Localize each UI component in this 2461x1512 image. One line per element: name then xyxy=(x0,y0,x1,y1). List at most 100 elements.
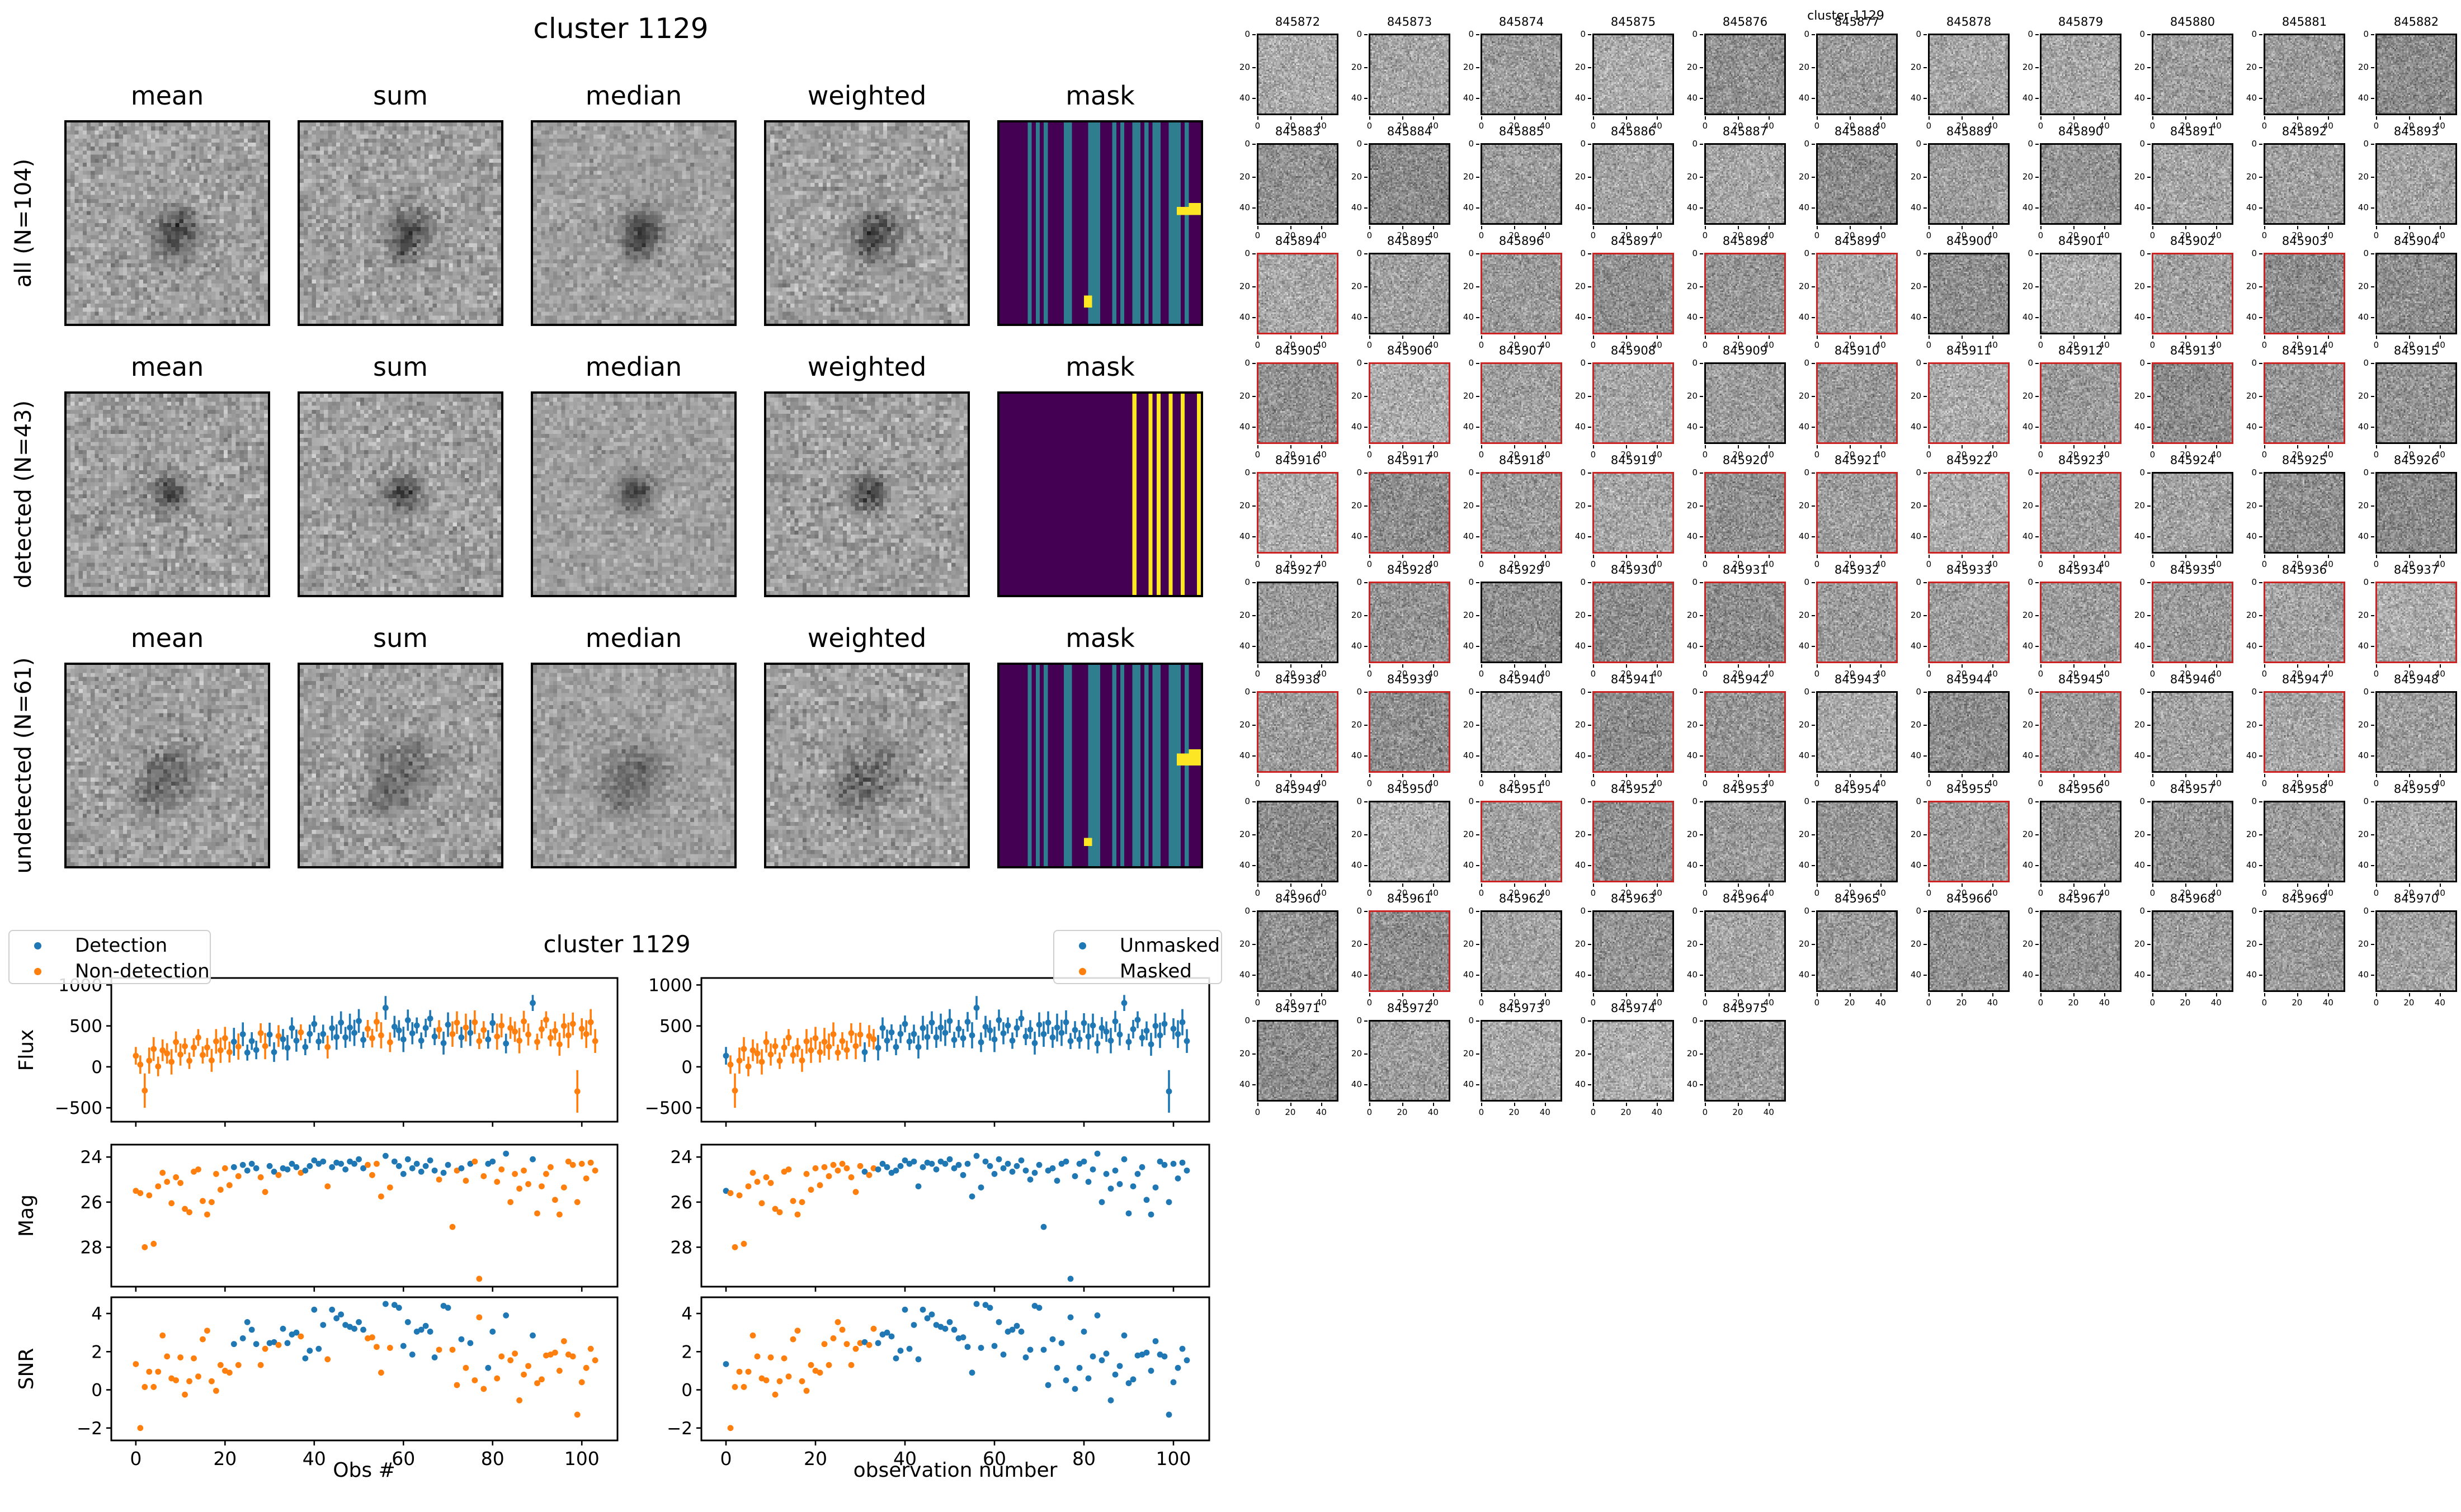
thumbnail-y-tick: 40 xyxy=(1574,1079,1586,1090)
thumbnail-y-tick-mark xyxy=(2035,646,2039,648)
noise-stamp-image xyxy=(300,122,501,324)
thumbnail-y-tick-mark xyxy=(2371,865,2374,867)
noise-stamp-image xyxy=(2042,474,2120,552)
stamp-image-frame xyxy=(298,120,503,326)
thumbnail-y-tick: 40 xyxy=(2358,860,2369,871)
thumbnail-y-tick: 0 xyxy=(2363,577,2369,588)
thumbnail-y-tick: 40 xyxy=(2022,641,2033,651)
thumbnail-x-tick-mark xyxy=(1593,445,1595,448)
thumbnail-x-tick-mark xyxy=(2152,883,2154,887)
thumbnail-y-tick-mark xyxy=(2035,755,2039,757)
thumbnail-x-tick: 40 xyxy=(1651,1107,1662,1117)
thumbnail-image-frame xyxy=(1369,801,1450,882)
thumbnail-y-tick-mark xyxy=(2035,207,2039,209)
thumbnail-label: 845898 xyxy=(1722,234,1768,248)
noise-stamp-image xyxy=(2153,583,2232,662)
thumbnail-image-frame xyxy=(1369,143,1450,225)
thumbnail-y-tick-mark xyxy=(1812,67,1815,68)
thumbnail-y-tick: 0 xyxy=(1916,796,1921,807)
detection-marker-icon xyxy=(34,942,41,949)
thumbnail-x-tick-mark xyxy=(1992,226,1994,229)
mask-image-frame xyxy=(997,663,1203,868)
thumbnail-x-tick-mark xyxy=(1817,336,1818,339)
thumbnail-image-frame xyxy=(2264,910,2345,992)
thumbnail-y-tick: 0 xyxy=(2139,29,2145,40)
mask-image-frame xyxy=(997,120,1203,326)
noise-stamp-image xyxy=(1818,145,1896,223)
thumbnail-x-tick: 0 xyxy=(1702,121,1708,131)
thumbnail-label: 845936 xyxy=(2281,563,2327,577)
thumbnail-y-tick: 0 xyxy=(1692,139,1698,149)
thumbnail-x-tick-mark xyxy=(1849,993,1851,996)
thumbnail-y-tick: 0 xyxy=(1356,467,1362,478)
thumbnail-y-tick-mark xyxy=(1812,755,1815,757)
thumbnail-y-tick-mark xyxy=(1923,975,1927,976)
thumbnail-y-tick-mark xyxy=(1364,286,1368,287)
thumbnail-y-tick: 0 xyxy=(1580,906,1586,916)
thumbnail-x-tick-mark xyxy=(1290,226,1291,229)
thumbnail-x-tick-mark xyxy=(1737,116,1739,120)
thumbnail-x-tick-mark xyxy=(2216,555,2218,558)
thumbnail-y-tick-mark xyxy=(1364,801,1368,803)
thumbnail-y-tick-mark xyxy=(1252,144,1256,145)
thumbnail-x-tick: 0 xyxy=(2261,340,2267,350)
thumbnail-y-tick: 0 xyxy=(1356,906,1362,916)
noise-stamp-image xyxy=(1482,802,1560,881)
thumbnail-y-tick-mark xyxy=(1588,724,1591,726)
stamp-image-frame xyxy=(764,391,970,597)
thumbnail-x-tick: 40 xyxy=(1763,669,1774,679)
thumbnail-image-frame xyxy=(2375,910,2457,992)
thumbnail-y-tick: 0 xyxy=(1580,358,1586,368)
thumbnail-x-tick: 40 xyxy=(2322,450,2333,460)
thumbnail-y-tick-mark xyxy=(1364,536,1368,538)
noise-stamp-image xyxy=(1930,912,2008,990)
thumbnail-y-tick: 40 xyxy=(1463,750,1474,761)
thumbnail-x-tick-mark xyxy=(1625,555,1627,558)
thumbnail-x-tick: 40 xyxy=(1651,888,1662,898)
timeseries-title: cluster 1129 xyxy=(543,930,691,958)
thumbnail-x-tick: 20 xyxy=(1956,230,1967,240)
thumbnail-x-tick: 40 xyxy=(1875,998,1886,1008)
thumbnail-y-tick-mark xyxy=(1588,144,1591,145)
thumbnail-y-tick: 0 xyxy=(1468,1015,1474,1026)
thumbnail-y-tick: 0 xyxy=(1468,139,1474,149)
noise-stamp-image xyxy=(2265,254,2344,333)
thumbnail-x-tick-mark xyxy=(1433,774,1435,777)
thumbnail-x-tick: 0 xyxy=(1702,669,1708,679)
thumbnail-y-tick-mark xyxy=(1700,427,1703,428)
legend-item-non-detection: Non-detection xyxy=(10,958,210,984)
legend-label: Unmasked xyxy=(1120,934,1220,957)
thumbnail-x-tick: 20 xyxy=(2068,559,2079,569)
thumbnail-y-tick-mark xyxy=(2147,615,2151,616)
noise-stamp-image xyxy=(1482,1022,1560,1100)
thumbnail-x-tick: 20 xyxy=(2292,559,2303,569)
thumbnail-label: 845961 xyxy=(1387,892,1432,905)
thumbnail-y-tick-mark xyxy=(1476,755,1479,757)
thumbnail-x-tick-mark xyxy=(1849,336,1851,339)
thumbnail-y-tick: 20 xyxy=(1463,281,1474,291)
thumbnail-x-tick-mark xyxy=(1657,883,1658,887)
thumbnail-y-tick: 20 xyxy=(2246,171,2257,182)
thumbnail-y-tick-mark xyxy=(1923,144,1927,145)
thumbnail-y-tick: 40 xyxy=(2022,970,2033,980)
stamp-column-header: weighted xyxy=(807,623,927,653)
legend-item-detection: Detection xyxy=(10,933,210,958)
noise-stamp-image xyxy=(1594,1022,1672,1100)
thumbnail-image-frame xyxy=(1257,582,1338,663)
thumbnail-y-tick: 40 xyxy=(1798,970,1809,980)
obs-axis-label: Obs # xyxy=(333,1459,395,1482)
thumbnail-y-tick: 0 xyxy=(2251,139,2257,149)
thumbnail-image-frame xyxy=(1592,472,1674,554)
thumbnail-image-frame xyxy=(2375,801,2457,882)
thumbnail-x-tick: 20 xyxy=(1508,669,1520,679)
thumbnail-y-tick: 20 xyxy=(1910,171,1921,182)
thumbnail-y-tick-mark xyxy=(2371,582,2374,584)
non-detection-marker-icon xyxy=(34,967,41,975)
thumbnail-x-tick: 20 xyxy=(1956,121,1967,131)
thumbnail-y-tick-mark xyxy=(1923,943,1927,945)
thumbnail-x-tick-mark xyxy=(1290,883,1291,887)
thumbnail-x-tick: 40 xyxy=(1427,340,1439,350)
thumbnail-x-tick: 0 xyxy=(2261,230,2267,240)
thumbnail-x-tick-mark xyxy=(1849,883,1851,887)
thumbnail-y-tick: 40 xyxy=(2022,422,2033,432)
